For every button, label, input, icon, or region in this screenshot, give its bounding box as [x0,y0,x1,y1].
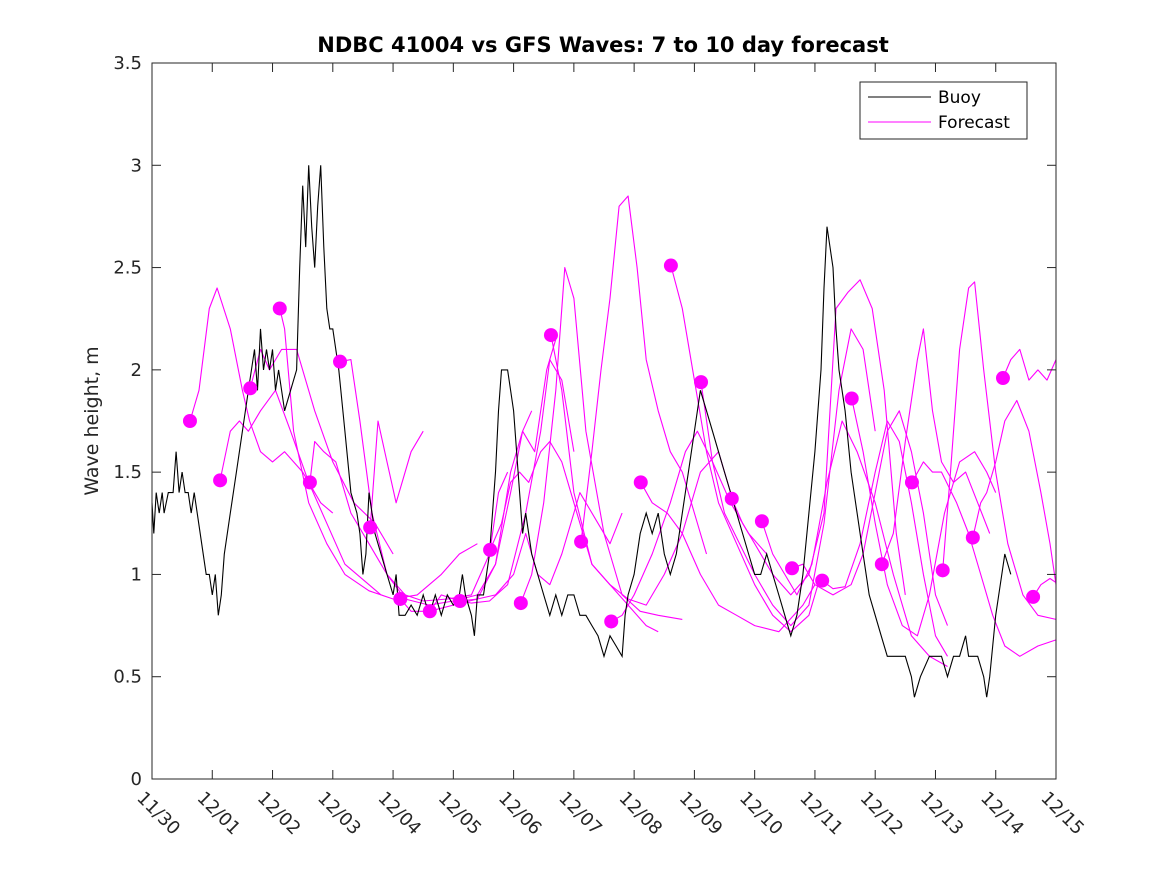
forecast-start-marker [965,530,980,545]
forecast-start-marker [302,475,317,490]
legend-buoy-label: Buoy [938,88,981,108]
buoy-series [151,165,1012,698]
y-tick-label: 0.5 [113,667,142,688]
forecast-start-marker [995,371,1010,386]
y-tick-label: 2 [131,360,142,381]
forecast-line [580,195,708,555]
forecast-line [881,328,991,565]
forecast-line [550,334,732,606]
buoy-line [151,165,1012,698]
forecast-start-marker [213,473,228,488]
axes-frame [151,62,1057,780]
forecast-start-marker [574,534,589,549]
forecast-start-marker [815,573,830,588]
forecast-line [942,281,1057,620]
forecast-line [520,267,683,620]
forecast-line [219,389,382,596]
chart-title: NDBC 41004 vs GFS Waves: 7 to 10 day for… [317,33,888,57]
forecast-line [791,410,949,626]
forecast-start-marker [513,596,528,611]
forecast-line [670,265,822,633]
forecast-line [700,328,876,627]
forecast-line [761,420,948,667]
forecast-start-marker [935,563,950,578]
forecast-start-marker [785,561,800,576]
forecast-line [1032,577,1057,598]
y-tick-label: 0 [131,769,142,790]
axes-background [152,63,1056,779]
forecast-start-marker [363,520,378,535]
plot-area [151,63,1057,779]
forecast-start-marker [604,614,619,629]
forecast-line [972,399,1057,585]
forecast-line [731,279,906,596]
forecast-line [279,308,478,600]
forecast-start-marker [393,591,408,606]
forecast-start-marker [633,475,648,490]
legend: Buoy Forecast [859,81,1028,140]
forecast-line [369,420,424,528]
forecast-start-marker [182,414,197,428]
forecast-start-marker [694,375,709,390]
y-tick-label: 2.5 [113,258,142,279]
forecast-start-marker [483,542,498,557]
forecast-start-marker [663,258,678,273]
forecast-start-marker [272,301,287,316]
forecast-line [851,398,997,637]
legend-box [859,81,1028,140]
forecast-start-marker [724,491,739,506]
legend-forecast-label: Forecast [938,113,1010,133]
forecast-start-marker [1026,589,1041,604]
forecast-line [1002,348,1057,381]
forecast-start-marker [844,391,859,406]
forecast-start-marker [543,328,558,343]
forecast-line [821,420,948,657]
forecast-line [489,440,659,633]
y-axis-label: Wave height, m [81,346,103,495]
forecast-line [911,461,1057,657]
forecast-start-marker [904,475,919,490]
y-axis: 0 0.5 1 1.5 2 2.5 3 3.5 [113,53,1056,790]
forecast-start-marker [452,594,467,609]
forecast-start-marker [333,354,348,369]
forecast-start-marker [422,604,437,619]
forecast-start-marker [754,514,769,529]
forecast-start-marker [874,557,889,572]
y-tick-label: 3.5 [113,53,142,74]
forecast-line [309,440,509,602]
y-tick-label: 1.5 [113,462,142,483]
y-tick-label: 1 [131,564,142,585]
y-tick-label: 3 [131,155,142,176]
forecast-start-markers [182,258,1041,629]
forecast-start-marker [243,381,258,396]
forecast-line [459,492,623,602]
